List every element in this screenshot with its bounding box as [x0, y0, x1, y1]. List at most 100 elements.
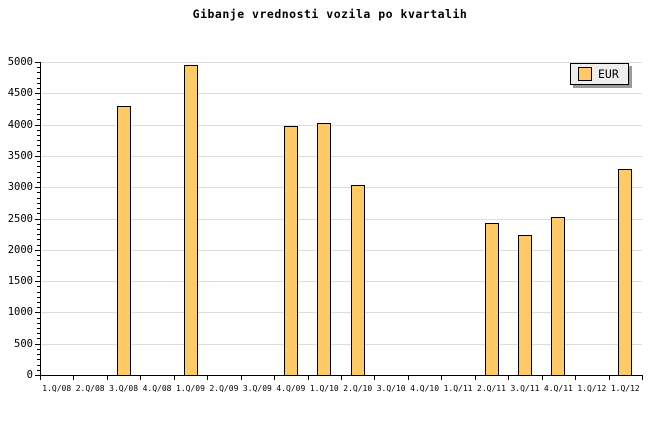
y-minor-tick — [37, 98, 40, 100]
x-tick — [642, 375, 643, 380]
gridline — [40, 281, 642, 283]
x-tick-label: 1.Q/11 — [443, 384, 473, 393]
y-minor-tick — [37, 354, 40, 356]
y-minor-tick — [37, 82, 40, 84]
x-tick — [407, 375, 409, 380]
chart-title: Gibanje vrednosti vozila po kvartalih — [192, 7, 468, 21]
y-minor-tick — [37, 275, 40, 277]
y-major-tick — [35, 281, 40, 283]
x-tick — [474, 375, 476, 380]
y-minor-tick — [37, 234, 40, 236]
y-minor-tick — [37, 364, 40, 366]
y-minor-tick — [37, 181, 40, 183]
legend-swatch-icon — [578, 67, 592, 81]
y-minor-tick — [37, 108, 40, 110]
y-tick-label: 0 — [26, 369, 33, 381]
y-minor-tick — [37, 369, 40, 371]
x-tick — [73, 375, 75, 380]
x-tick-label: 1.Q/09 — [176, 384, 205, 393]
y-minor-tick — [37, 359, 40, 361]
y-minor-tick — [37, 166, 40, 168]
x-tick — [608, 375, 610, 380]
gridline — [40, 155, 642, 157]
y-major-tick — [35, 343, 40, 345]
y-minor-tick — [37, 176, 40, 178]
y-tick-label: 4500 — [7, 87, 33, 100]
gridline — [40, 249, 642, 251]
y-minor-tick — [37, 265, 40, 267]
y-tick-label: 1000 — [7, 306, 33, 319]
x-tick — [508, 375, 510, 380]
y-minor-tick — [37, 296, 40, 298]
x-tick — [140, 375, 142, 380]
y-minor-tick — [37, 244, 40, 246]
x-axis-line — [40, 375, 643, 376]
y-minor-tick — [37, 228, 40, 230]
y-tick-label: 2000 — [7, 243, 33, 256]
y-minor-tick — [37, 291, 40, 293]
y-minor-tick — [37, 67, 40, 69]
x-tick-label: 2.Q/09 — [209, 384, 239, 393]
y-major-tick — [35, 312, 40, 314]
y-minor-tick — [37, 307, 40, 309]
y-tick-label: 500 — [14, 337, 33, 350]
y-minor-tick — [37, 72, 40, 74]
x-tick — [274, 375, 276, 380]
x-tick — [307, 375, 309, 380]
y-minor-tick — [37, 135, 40, 137]
y-minor-tick — [37, 140, 40, 142]
y-minor-tick — [37, 171, 40, 173]
x-tick-label: 2.Q/08 — [75, 384, 105, 393]
y-minor-tick — [37, 322, 40, 324]
y-minor-tick — [37, 88, 40, 90]
x-tick-label: 1.Q/12 — [577, 384, 607, 393]
gridline — [40, 312, 642, 314]
y-major-tick — [35, 155, 40, 157]
x-tick-label: 2.Q/10 — [343, 384, 373, 393]
gridline — [40, 124, 642, 126]
x-tick-label: 4.Q/11 — [543, 384, 573, 393]
y-major-tick — [35, 62, 40, 63]
y-minor-tick — [37, 145, 40, 147]
gridline — [40, 218, 642, 220]
x-tick-label: 1.Q/10 — [309, 384, 339, 393]
y-minor-tick — [37, 202, 40, 204]
x-tick-label: 4.Q/08 — [142, 384, 172, 393]
y-minor-tick — [37, 348, 40, 350]
y-minor-tick — [37, 301, 40, 303]
x-tick — [40, 375, 41, 380]
y-tick-label: 5000 — [7, 56, 33, 68]
y-minor-tick — [37, 223, 40, 225]
y-tick-label: 2500 — [7, 212, 33, 225]
gridline — [40, 62, 642, 63]
legend: EUR — [570, 63, 629, 85]
y-minor-tick — [37, 270, 40, 272]
x-tick-label: 3.Q/10 — [376, 384, 406, 393]
gridline — [40, 93, 642, 95]
y-tick-label: 4000 — [7, 118, 33, 131]
y-major-tick — [35, 375, 40, 376]
gridline — [40, 343, 642, 345]
x-tick — [575, 375, 577, 380]
x-tick-label: 3.Q/08 — [109, 384, 139, 393]
x-tick-label: 1.Q/12 — [610, 384, 640, 393]
y-minor-tick — [37, 119, 40, 121]
y-major-tick — [35, 187, 40, 189]
x-tick — [441, 375, 443, 380]
y-major-tick — [35, 218, 40, 220]
y-minor-tick — [37, 338, 40, 340]
y-minor-tick — [37, 77, 40, 79]
y-minor-tick — [37, 239, 40, 241]
x-tick — [541, 375, 543, 380]
x-tick — [207, 375, 209, 380]
y-minor-tick — [37, 208, 40, 210]
y-minor-tick — [37, 192, 40, 194]
y-minor-tick — [37, 129, 40, 131]
x-tick — [341, 375, 342, 380]
y-minor-tick — [37, 333, 40, 335]
x-tick-label: 4.Q/10 — [410, 384, 440, 393]
